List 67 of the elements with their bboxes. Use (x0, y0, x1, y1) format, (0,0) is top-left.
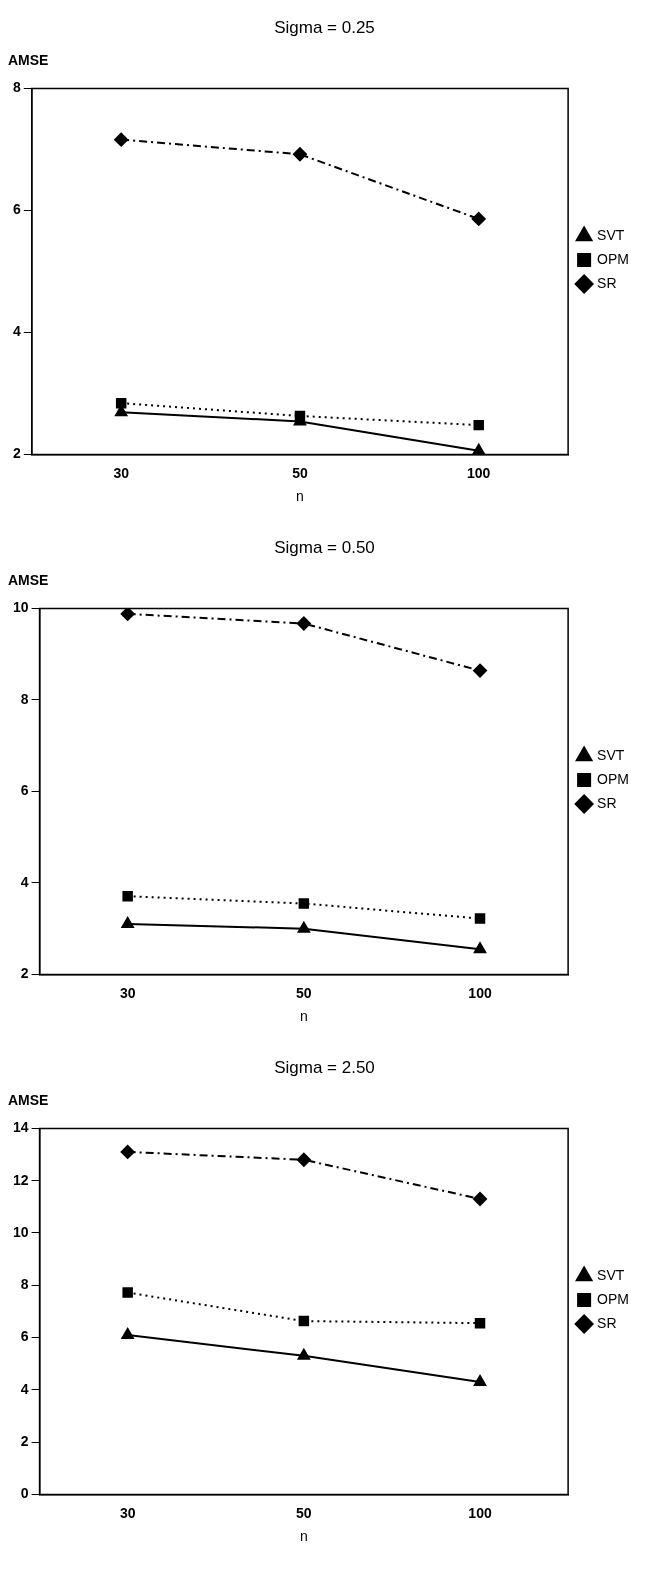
legend-label: SVT (597, 746, 625, 763)
x-axis-title: n (299, 1008, 308, 1025)
x-axis-title: n (299, 1528, 308, 1545)
y-tick-label: 6 (12, 201, 21, 218)
y-tick-label: 4 (20, 1380, 29, 1397)
x-tick-label: 100 (468, 984, 492, 1001)
point (120, 1144, 135, 1159)
chart-title: Sigma = 0.25 (274, 17, 375, 37)
x-tick-label: 30 (113, 464, 130, 481)
y-tick-label: 6 (20, 782, 29, 799)
point (292, 147, 307, 162)
point (298, 898, 310, 909)
legend-label: OPM (597, 250, 629, 267)
point (473, 663, 488, 678)
y-tick-label: 10 (12, 1223, 29, 1240)
y-tick-label: 12 (12, 1171, 29, 1188)
y-tick-label: 2 (12, 445, 21, 462)
y-axis-title: AMSE (8, 572, 49, 589)
point (473, 1191, 488, 1206)
legend-label: SR (597, 1314, 617, 1331)
y-tick-label: 2 (20, 965, 29, 982)
y-axis-title: AMSE (8, 1092, 49, 1109)
y-tick-label: 4 (20, 873, 29, 890)
x-axis-title: n (296, 488, 304, 505)
y-tick-label: 4 (12, 323, 21, 340)
point (297, 1348, 311, 1360)
x-tick-label: 30 (119, 984, 136, 1001)
y-tick-label: 8 (12, 79, 21, 96)
point (122, 1287, 133, 1298)
point (114, 132, 129, 147)
point (296, 616, 311, 631)
point (472, 443, 485, 455)
point (474, 913, 486, 924)
x-tick-label: 100 (467, 464, 491, 481)
legend-label: SVT (597, 226, 625, 243)
point (474, 1317, 486, 1329)
x-tick-label: 50 (292, 464, 308, 481)
y-tick-label: 0 (20, 1485, 29, 1502)
y-tick-label: 2 (20, 1432, 29, 1449)
y-tick-label: 10 (12, 599, 29, 616)
x-tick-label: 30 (119, 1504, 136, 1521)
legend-label: OPM (597, 1290, 629, 1307)
point (296, 1152, 311, 1167)
y-axis-title: AMSE (8, 52, 49, 69)
x-tick-label: 50 (296, 984, 312, 1001)
point (121, 917, 134, 929)
y-tick-label: 14 (12, 1119, 29, 1136)
y-tick-label: 6 (20, 1328, 29, 1345)
chart-title: Sigma = 2.50 (274, 1057, 375, 1077)
point (120, 608, 135, 621)
legend-label: SVT (597, 1266, 625, 1283)
point (473, 419, 484, 431)
point (298, 1315, 310, 1327)
y-tick-label: 8 (20, 1276, 29, 1293)
point (473, 942, 487, 954)
x-tick-label: 50 (296, 1504, 312, 1521)
y-tick-label: 8 (20, 690, 29, 707)
chart-title: Sigma = 0.50 (274, 537, 375, 557)
x-tick-label: 100 (468, 1504, 492, 1521)
point (122, 890, 133, 902)
point (121, 1327, 134, 1339)
point (473, 1374, 487, 1386)
legend-label: OPM (597, 770, 629, 787)
point (471, 211, 486, 226)
legend-label: SR (597, 794, 617, 811)
legend-label: SR (597, 274, 617, 291)
point (297, 921, 311, 933)
